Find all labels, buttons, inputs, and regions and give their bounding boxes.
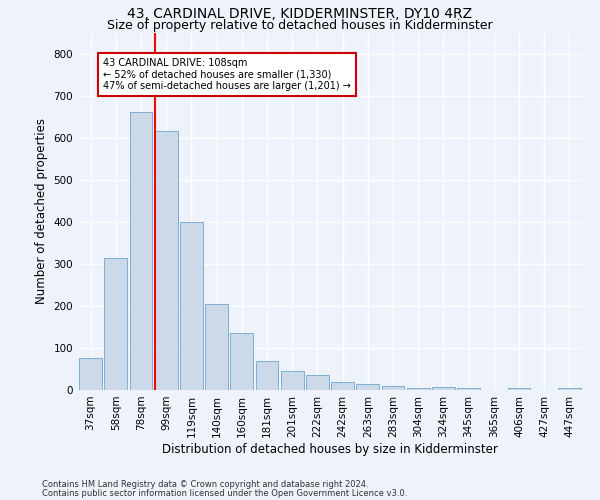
Bar (155, 132, 178, 390)
Bar (205, 304, 228, 390)
Text: Contains HM Land Registry data © Crown copyright and database right 2024.: Contains HM Land Registry data © Crown c… (42, 480, 368, 489)
Bar (130, 112, 152, 390)
Text: 43 CARDINAL DRIVE: 108sqm
← 52% of detached houses are smaller (1,330)
47% of se: 43 CARDINAL DRIVE: 108sqm ← 52% of detac… (103, 58, 351, 90)
Bar (432, 387, 455, 390)
Bar (558, 388, 581, 390)
Text: 43, CARDINAL DRIVE, KIDDERMINSTER, DY10 4RZ: 43, CARDINAL DRIVE, KIDDERMINSTER, DY10 … (127, 8, 473, 22)
Bar (382, 386, 404, 390)
Text: Size of property relative to detached houses in Kidderminster: Size of property relative to detached ho… (107, 19, 493, 32)
Bar (281, 371, 304, 390)
Bar (230, 333, 253, 390)
Text: Contains public sector information licensed under the Open Government Licence v3: Contains public sector information licen… (42, 488, 407, 498)
Bar (331, 382, 354, 390)
Bar (407, 388, 430, 390)
Bar (508, 388, 530, 390)
Bar (180, 222, 203, 390)
Bar (306, 376, 329, 390)
Y-axis label: Number of detached properties: Number of detached properties (35, 118, 48, 304)
Bar (256, 360, 278, 390)
Bar (79, 358, 102, 390)
Bar (104, 258, 127, 390)
X-axis label: Distribution of detached houses by size in Kidderminster: Distribution of detached houses by size … (162, 442, 498, 456)
Bar (356, 384, 379, 390)
Bar (457, 388, 480, 390)
